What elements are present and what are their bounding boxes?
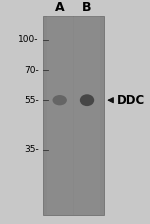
Bar <box>47 16 73 215</box>
Text: B: B <box>82 1 92 14</box>
Text: 100-: 100- <box>18 35 39 44</box>
Text: A: A <box>55 1 64 14</box>
Text: DDC: DDC <box>117 94 145 107</box>
Ellipse shape <box>80 94 94 106</box>
Text: 70-: 70- <box>24 66 39 75</box>
Text: 35-: 35- <box>24 145 39 154</box>
Bar <box>43 16 104 215</box>
Bar <box>74 16 100 215</box>
Text: 55-: 55- <box>24 96 39 105</box>
Ellipse shape <box>52 95 67 105</box>
